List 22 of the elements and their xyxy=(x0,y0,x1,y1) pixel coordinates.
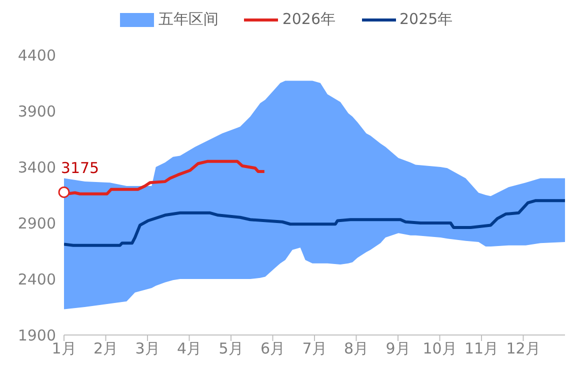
legend-label: 2025年 xyxy=(400,10,453,29)
x-tick-label: 9月 xyxy=(386,340,410,358)
legend-label: 五年区间 xyxy=(158,10,218,29)
y-tick-label: 3900 xyxy=(18,102,56,120)
x-tick-label: 11月 xyxy=(464,340,499,358)
y-tick-label: 3400 xyxy=(18,158,56,176)
x-tick-label: 5月 xyxy=(218,340,244,358)
legend-label: 2026年 xyxy=(282,10,336,29)
x-tick-label: 1月 xyxy=(52,340,76,358)
x-tick-label: 8月 xyxy=(344,340,369,358)
x-tick-label: 4月 xyxy=(176,340,202,358)
line-series xyxy=(64,199,565,247)
x-tick-label: 6月 xyxy=(260,340,286,358)
y-tick-label: 4400 xyxy=(18,46,56,64)
y-tick-label: 2400 xyxy=(18,270,56,288)
x-tick-label: 2月 xyxy=(93,340,118,358)
x-tick-label: 7月 xyxy=(302,340,327,358)
x-tick-label: 10月 xyxy=(422,340,457,358)
x-tick-label: 12月 xyxy=(506,340,540,358)
x-tick-label: 3月 xyxy=(135,340,160,358)
annotation: 3175 xyxy=(60,159,100,178)
y-tick-label: 2900 xyxy=(18,214,56,232)
